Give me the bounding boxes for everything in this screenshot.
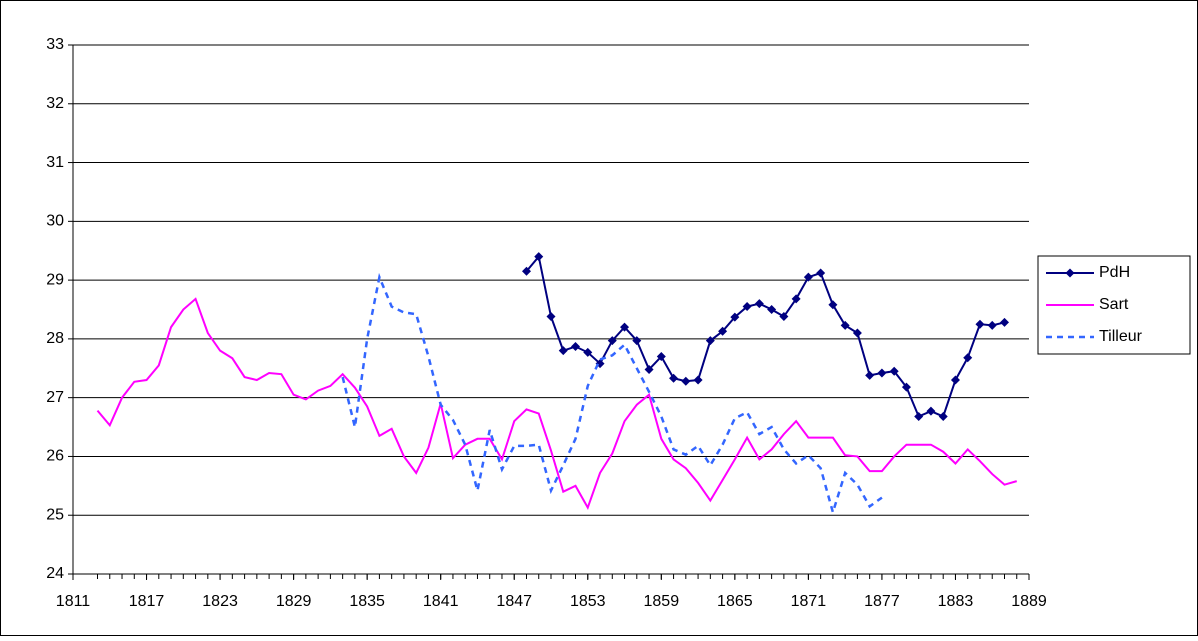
point-marker xyxy=(644,364,654,374)
y-tick-label: 31 xyxy=(46,154,64,171)
point-marker xyxy=(705,336,715,346)
point-marker xyxy=(730,312,740,322)
point-marker xyxy=(914,411,924,421)
x-tick-label: 1877 xyxy=(864,593,900,610)
x-tick-label: 1853 xyxy=(570,593,606,610)
x-tick-label: 1889 xyxy=(1011,593,1047,610)
y-tick-label: 30 xyxy=(46,213,64,230)
point-marker xyxy=(521,266,531,276)
point-marker xyxy=(999,317,1009,327)
point-marker xyxy=(718,326,728,336)
point-marker xyxy=(742,302,752,312)
legend-label: Sart xyxy=(1099,296,1129,313)
point-marker xyxy=(607,336,617,346)
point-marker xyxy=(950,375,960,385)
point-marker xyxy=(840,320,850,330)
point-marker xyxy=(620,322,630,332)
point-marker xyxy=(938,411,948,421)
point-marker xyxy=(828,300,838,310)
point-marker xyxy=(767,305,777,314)
y-tick-label: 28 xyxy=(46,330,64,347)
y-tick-label: 29 xyxy=(46,271,64,288)
point-marker xyxy=(803,272,813,282)
point-marker xyxy=(546,312,556,322)
point-marker xyxy=(583,347,593,357)
point-marker xyxy=(534,252,544,262)
point-marker xyxy=(877,368,887,378)
point-marker xyxy=(963,353,973,363)
point-marker xyxy=(987,320,997,330)
legend-marker xyxy=(1065,268,1075,278)
point-marker xyxy=(632,336,642,346)
y-tick-label: 32 xyxy=(46,95,64,112)
legend-label: Tilleur xyxy=(1099,328,1143,345)
point-marker xyxy=(558,346,568,356)
x-tick-label: 1871 xyxy=(791,593,827,610)
point-marker xyxy=(816,268,826,278)
y-tick-label: 33 xyxy=(46,36,64,53)
point-marker xyxy=(693,375,703,385)
x-tick-label: 1817 xyxy=(129,593,165,610)
point-marker xyxy=(571,342,581,352)
x-tick-label: 1859 xyxy=(644,593,680,610)
point-marker xyxy=(681,376,691,386)
point-marker xyxy=(754,299,764,309)
y-tick-label: 24 xyxy=(46,565,64,582)
x-tick-label: 1841 xyxy=(423,593,459,610)
x-tick-label: 1847 xyxy=(496,593,532,610)
x-tick-label: 1865 xyxy=(717,593,753,610)
point-marker xyxy=(889,366,899,376)
x-tick-label: 1835 xyxy=(349,593,385,610)
point-marker xyxy=(669,373,679,383)
y-tick-label: 25 xyxy=(46,506,64,523)
point-marker xyxy=(926,406,936,416)
point-marker xyxy=(656,352,666,362)
point-marker xyxy=(975,319,985,329)
plot-area xyxy=(73,45,1029,574)
point-marker xyxy=(901,382,911,392)
point-marker xyxy=(865,370,875,380)
series-line xyxy=(341,272,883,517)
series-line xyxy=(525,254,1005,418)
point-marker xyxy=(852,328,862,338)
x-tick-label: 1823 xyxy=(202,593,238,610)
series-line xyxy=(96,297,1018,510)
x-tick-label: 1883 xyxy=(938,593,974,610)
x-tick-label: 1829 xyxy=(276,593,312,610)
legend-label: PdH xyxy=(1099,264,1130,281)
y-tick-label: 26 xyxy=(46,448,64,465)
x-tick-label: 1811 xyxy=(56,593,91,610)
y-tick-label: 27 xyxy=(46,389,64,406)
point-marker xyxy=(779,312,789,322)
point-marker xyxy=(791,294,801,304)
